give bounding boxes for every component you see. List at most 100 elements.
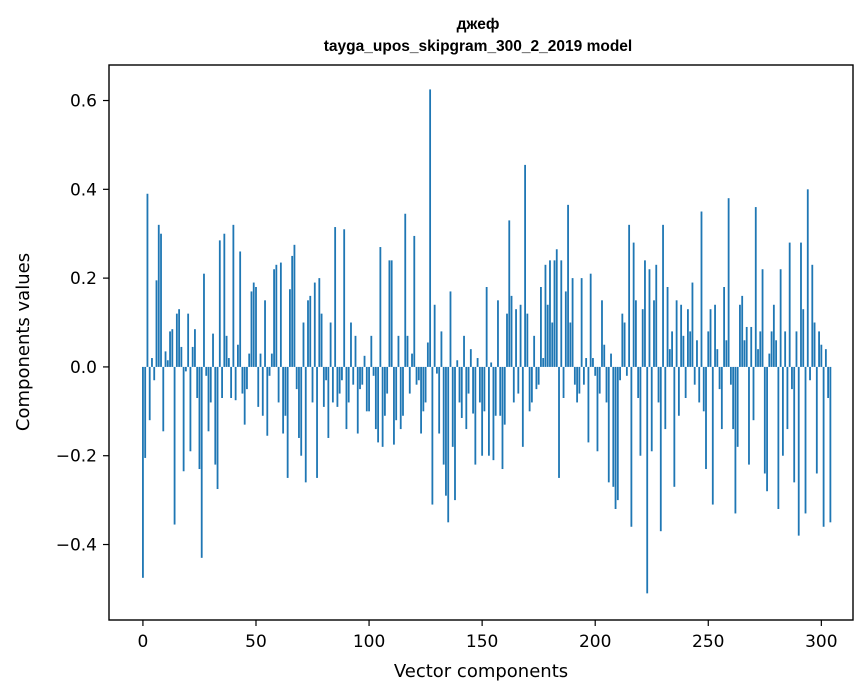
bar [639,366,642,456]
bar [160,233,162,367]
bar [530,366,533,403]
bar [248,353,251,367]
bar [750,326,753,367]
bar [653,300,655,367]
bar [393,366,395,445]
bar [383,366,386,416]
bar [148,366,151,421]
bar [603,344,606,367]
bar [813,322,816,367]
bar [289,289,291,367]
bar [300,366,303,456]
bar [169,331,171,367]
bar [748,366,750,465]
bar [684,366,687,398]
bar [343,229,346,367]
bar [255,287,257,367]
bar [635,300,637,367]
bar [275,264,278,367]
bar [182,366,185,472]
bar [356,366,359,434]
bar [736,366,739,447]
x-tick-label: 150 [466,632,498,652]
bar [494,366,497,416]
bar [741,295,744,367]
bar [621,313,624,367]
bar [754,207,757,367]
bar [259,353,262,367]
bar [786,366,789,430]
bar [650,366,653,452]
bar [481,366,484,456]
x-tick-label: 300 [805,632,837,652]
bar [732,366,735,430]
bar [361,366,364,385]
bar [433,304,436,367]
bar [775,340,778,367]
bar [203,273,205,367]
bar [363,355,366,367]
bar [155,280,158,367]
bar [829,366,832,523]
bar [781,366,784,456]
bar [510,295,513,367]
bar [458,366,461,403]
bar [295,366,298,390]
bar [252,282,255,367]
bar [806,189,809,367]
bar [763,366,766,474]
bar [691,282,694,367]
bar [743,340,746,367]
bar [671,331,673,367]
bar [377,366,380,443]
y-axis-ticks: −0.4 −0.2 0.0 0.2 0.4 0.6 [56,92,109,556]
bar [483,366,486,412]
bar [334,227,337,367]
bar [791,366,793,390]
bar [512,366,515,403]
bar [214,366,217,465]
bar [727,198,730,367]
bar [625,366,628,376]
bar [338,366,341,394]
bar [304,366,307,483]
bar [702,366,705,412]
bar [438,366,441,434]
bar [696,340,698,367]
bar [788,242,791,367]
bar [824,349,827,367]
x-tick-label: 50 [245,632,267,652]
bar [646,366,649,594]
bar [644,260,646,367]
bar [313,282,316,367]
bar [298,366,300,438]
bar [379,247,382,367]
bar [818,331,820,367]
bar [528,366,531,412]
bar [567,204,569,367]
bar [632,242,635,367]
bar [623,322,626,367]
bar [564,291,567,367]
bar [207,366,210,432]
bar [399,366,402,430]
bar [417,366,420,381]
bar [759,331,762,367]
bar [770,331,773,367]
bar [424,366,427,403]
bar [374,366,377,430]
bar [354,335,357,367]
y-tick-label: 0.0 [70,358,97,378]
bar [223,233,226,367]
bar [555,249,558,367]
bar [381,366,384,447]
bar [515,309,517,367]
bar [655,264,658,367]
bar [497,300,499,367]
bar [578,366,581,394]
bar [327,366,330,438]
bar [616,366,619,501]
bar [585,358,588,367]
bar [273,269,275,367]
bar [508,220,511,367]
